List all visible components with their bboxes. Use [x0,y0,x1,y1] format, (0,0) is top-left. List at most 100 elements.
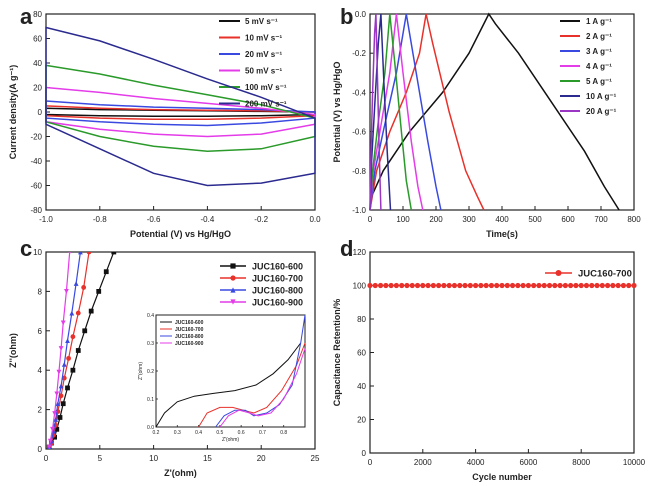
d-data-marker [541,282,547,289]
b-y-tick-label: 0.0 [355,10,367,19]
c-x-tick-label: 10 [149,454,158,463]
c-inset-x-tick-label: 0.7 [259,430,266,436]
c-y-axis-label: Z''(ohm) [8,333,18,368]
c-inset-legend-label: JUC160-700 [175,327,204,333]
d-data-marker [573,282,579,289]
c-inset-y-tick-label: 0.0 [147,425,154,431]
b-legend-label: 2 A g⁻¹ [586,32,612,41]
c-data-marker [230,275,236,281]
d-data-marker [399,282,405,289]
a-legend-label: 50 mV s⁻¹ [245,67,282,76]
a-y-tick-label: 40 [33,59,42,68]
d-data-marker [377,282,384,289]
b-y-tick-label: -1.0 [352,206,366,215]
d-data-marker [462,282,468,289]
b-y-tick-label: -0.4 [352,88,366,97]
d-y-tick-label: 0 [362,449,367,458]
a-legend-label: 20 mV s⁻¹ [245,50,282,59]
d-data-marker [388,282,394,289]
c-inset-series-line [155,342,302,428]
a-y-tick-label: -20 [30,133,42,142]
c-inset-y-tick-label: 0.3 [147,341,154,347]
b-legend-label: 4 A g⁻¹ [586,62,612,71]
c-inset-x-axis-label: Z'(ohm) [222,437,239,443]
panel-label-b: b [340,4,353,29]
b-x-tick-label: 800 [627,215,641,224]
b-series-line [369,13,413,211]
c-y-tick-label: 2 [38,406,43,415]
c-inset-x-tick-label: 0.4 [195,430,202,436]
c-data-marker [111,252,117,255]
d-data-marker [404,282,410,289]
c-plot-area [46,252,117,449]
c-data-marker [65,385,70,391]
d-x-tick-label: 10000 [623,458,646,467]
d-data-marker [562,282,568,289]
b-y-tick-label: -0.8 [352,167,366,176]
d-data-marker [531,282,537,289]
d-data-marker [557,282,563,289]
b-legend-label: 1 A g⁻¹ [586,17,612,26]
c-inset-series-line [219,348,306,428]
b-series-line [369,13,382,211]
d-y-tick-label: 60 [357,349,366,358]
b-y-axis-label: Potential (V) vs Hg/HgO [332,61,342,162]
c-data-marker [75,348,81,353]
chart-d-cycling-stability: 0 2000 4000 6000 8000 10000 0 20 40 60 80 100 120 Cyc… [332,248,646,482]
d-data-marker [409,282,415,289]
c-inset-x-tick-label: 0.6 [238,430,245,436]
b-series-line [369,13,392,211]
a-x-tick-label: -0.6 [147,215,161,224]
d-x-axis-label: Cycle number [472,472,532,482]
c-data-marker [65,338,70,344]
a-y-tick-label: 0 [38,108,43,117]
d-x-tick-label: 2000 [414,458,432,467]
d-data-marker [488,282,495,289]
c-inset-series-line [198,342,306,428]
c-legend-label: JUC160-900 [252,298,303,308]
b-x-tick-label: 500 [528,215,542,224]
a-x-tick-label: -1.0 [39,215,53,224]
c-data-marker [58,346,64,351]
a-y-axis-label: Current density(A g⁻¹) [8,65,18,159]
c-y-tick-label: 0 [38,445,43,454]
a-x-tick-label: -0.4 [201,215,215,224]
d-data-marker [578,282,584,289]
d-data-marker [473,282,479,289]
d-data-marker [594,282,600,289]
a-series-line [45,26,316,187]
d-x-tick-label: 6000 [520,458,538,467]
d-data-marker [478,282,484,289]
d-data-marker [546,282,553,289]
d-data-marker [552,282,558,289]
b-x-tick-label: 700 [594,215,608,224]
c-legend-label: JUC160-700 [252,274,303,284]
d-data-marker [525,282,532,289]
c-data-marker [54,426,60,432]
c-data-marker [103,269,109,275]
d-data-marker [425,282,431,289]
c-y-tick-label: 4 [38,366,43,375]
c-data-marker [69,310,75,316]
d-data-marker [441,282,447,289]
a-y-tick-label: 80 [33,10,42,19]
c-data-marker [58,383,64,389]
c-data-marker [57,415,63,420]
c-data-marker [50,426,55,432]
a-y-tick-label: 60 [33,35,42,44]
c-x-tick-label: 15 [203,454,212,463]
a-legend-label: 200 mV s⁻¹ [245,100,287,109]
c-y-tick-label: 6 [38,327,43,336]
chart-b-charge-discharge: 0 100 200 300 400 500 600 700 800 -1.0 -0.8 -0.6 -0.… [332,10,641,239]
a-x-tick-label: -0.8 [93,215,107,224]
c-inset-legend-label: JUC160-900 [175,341,204,347]
d-data-marker [420,282,426,289]
c-data-marker [46,444,52,449]
c-data-marker [86,252,92,255]
c-inset-x-tick-label: 0.2 [153,430,160,436]
c-inset-y-tick-label: 0.2 [147,369,154,375]
b-x-tick-label: 400 [495,215,509,224]
c-data-marker [60,401,66,407]
d-plot-frame [369,251,635,454]
